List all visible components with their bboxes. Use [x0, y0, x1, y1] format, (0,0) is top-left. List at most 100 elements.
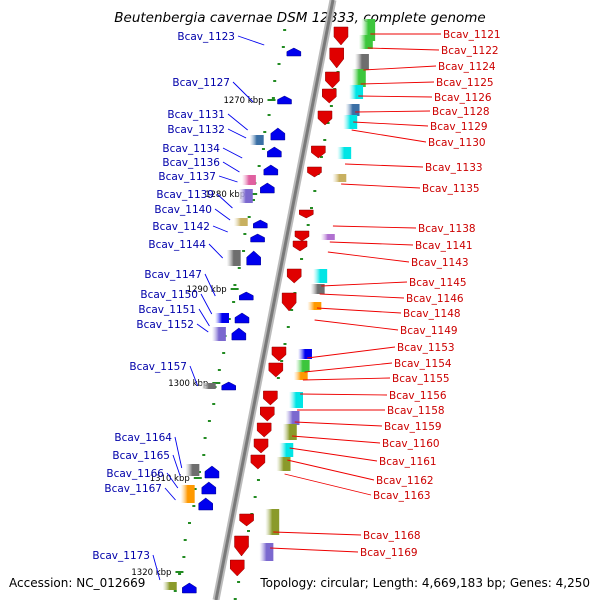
- left-gene-label: Bcav_1136: [162, 157, 220, 169]
- gene-feature-box: [285, 411, 300, 425]
- right-gene-label: Bcav_1148: [403, 308, 461, 320]
- right-gene-label: Bcav_1121: [443, 29, 501, 41]
- left-gene-label: Bcav_1131: [167, 109, 225, 121]
- right-gene-label: Bcav_1156: [389, 390, 447, 402]
- gene-feature-box: [307, 302, 322, 310]
- right-gene-label: Bcav_1153: [397, 342, 455, 354]
- map-title: Beutenbergia cavernae DSM 12333, complet…: [114, 10, 485, 26]
- left-gene-label: Bcav_1139: [156, 189, 214, 201]
- right-gene-label: Bcav_1155: [392, 373, 450, 385]
- reverse-gene-arrow: [286, 268, 302, 284]
- reverse-gene-arrow: [294, 230, 310, 242]
- left-label-connector: [218, 175, 238, 183]
- left-gene-label: Bcav_1165: [112, 450, 170, 462]
- reverse-gene-arrow: [229, 559, 245, 577]
- gene-feature-box: [310, 284, 325, 294]
- right-label-connector: [327, 251, 410, 263]
- reverse-gene-arrow: [256, 422, 272, 438]
- gene-feature-box: [233, 218, 248, 226]
- right-gene-label: Bcav_1158: [387, 405, 445, 417]
- right-label-connector: [291, 435, 381, 444]
- gene-features: [162, 19, 376, 594]
- gene-feature-box: [226, 250, 241, 266]
- right-label-connector: [287, 459, 375, 481]
- left-gene-label: Bcav_1140: [154, 204, 212, 216]
- right-gene-label: Bcav_1149: [400, 325, 458, 337]
- left-label-connector: [200, 293, 213, 315]
- gene-feature-box: [180, 485, 195, 503]
- forward-gene-arrow: [250, 233, 265, 243]
- forward-gene-arrow: [263, 164, 279, 176]
- gene-feature-box: [332, 174, 347, 182]
- right-label-connector: [353, 121, 429, 127]
- right-label-connector: [355, 110, 431, 113]
- right-gene-label: Bcav_1122: [441, 45, 499, 57]
- gene-feature-box: [276, 457, 291, 471]
- reverse-gene-arrow: [329, 47, 344, 69]
- right-gene-label: Bcav_1133: [425, 162, 483, 174]
- left-label-connector: [227, 113, 248, 131]
- reverse-gene-arrow: [299, 209, 314, 219]
- left-gene-label: Bcav_1166: [106, 468, 164, 480]
- right-gene-label: Bcav_1162: [376, 475, 434, 487]
- reverse-gene-arrow: [281, 292, 297, 312]
- right-label-connector: [319, 293, 405, 299]
- right-label-connector: [358, 95, 433, 98]
- left-gene-label: Bcav_1123: [177, 31, 235, 43]
- right-label-connector: [360, 81, 435, 85]
- left-label-connector: [164, 487, 176, 501]
- forward-gene-arrow: [246, 250, 261, 266]
- right-gene-label: Bcav_1130: [428, 137, 486, 149]
- left-gene-label: Bcav_1134: [162, 143, 220, 155]
- left-gene-label: Bcav_1151: [138, 304, 196, 316]
- kbp-tick-label: 1310 kbp: [150, 474, 190, 484]
- forward-gene-arrow: [239, 291, 254, 301]
- forward-gene-arrow: [204, 465, 220, 479]
- gene-feature-box: [337, 147, 352, 159]
- left-label-connector: [174, 436, 183, 469]
- left-gene-label: Bcav_1147: [144, 269, 202, 281]
- left-label-connector: [216, 193, 233, 209]
- forward-gene-arrow: [260, 182, 275, 194]
- left-gene-label: Bcav_1144: [148, 239, 206, 251]
- forward-gene-arrow: [267, 146, 282, 158]
- right-label-connector: [351, 129, 427, 143]
- reverse-gene-arrow: [260, 406, 275, 422]
- right-label-connector: [270, 547, 359, 553]
- right-label-connector: [294, 421, 383, 427]
- left-gene-label: Bcav_1127: [172, 77, 230, 89]
- gene-feature-box: [238, 189, 253, 203]
- reverse-gene-arrow: [317, 110, 333, 126]
- left-label-connector: [222, 161, 240, 173]
- reverse-gene-arrow: [239, 513, 254, 527]
- left-label-connector: [196, 323, 209, 333]
- gene-feature-box: [320, 234, 335, 240]
- right-label-connector: [341, 183, 421, 189]
- genome-backbone: [212, 0, 337, 600]
- reverse-gene-arrow: [253, 438, 269, 454]
- right-gene-label: Bcav_1125: [436, 77, 494, 89]
- kbp-tick-label: 1300 kbp: [168, 379, 208, 389]
- right-label-connector: [345, 163, 424, 168]
- gene-feature-box: [162, 582, 177, 590]
- left-gene-label: Bcav_1137: [158, 171, 216, 183]
- right-gene-label: Bcav_1129: [430, 121, 488, 133]
- kbp-tick-label: 1320 kbp: [131, 568, 171, 578]
- left-gene-labels: Bcav_1123 Bcav_1127 Bcav_1131 Bcav_1132 Bcav…: [92, 31, 265, 581]
- forward-gene-arrow: [231, 327, 247, 341]
- forward-gene-arrow: [270, 127, 286, 141]
- left-label-connector: [222, 147, 243, 159]
- left-label-connector: [232, 81, 254, 103]
- gene-feature-box: [211, 327, 226, 341]
- gene-feature-box: [351, 69, 366, 87]
- right-label-connector: [273, 531, 362, 536]
- gene-feature-box: [343, 115, 358, 129]
- gene-feature-box: [201, 383, 216, 389]
- right-gene-label: Bcav_1169: [360, 547, 418, 559]
- right-label-connector: [316, 307, 402, 314]
- left-label-connector: [212, 225, 228, 233]
- right-gene-labels: Bcav_1121 Bcav_1122 Bcav_1124 Bcav_1125 Bcav…: [270, 29, 501, 559]
- gene-feature-box: [214, 313, 229, 323]
- kbp-tick-label: 1280 kbp: [205, 190, 245, 200]
